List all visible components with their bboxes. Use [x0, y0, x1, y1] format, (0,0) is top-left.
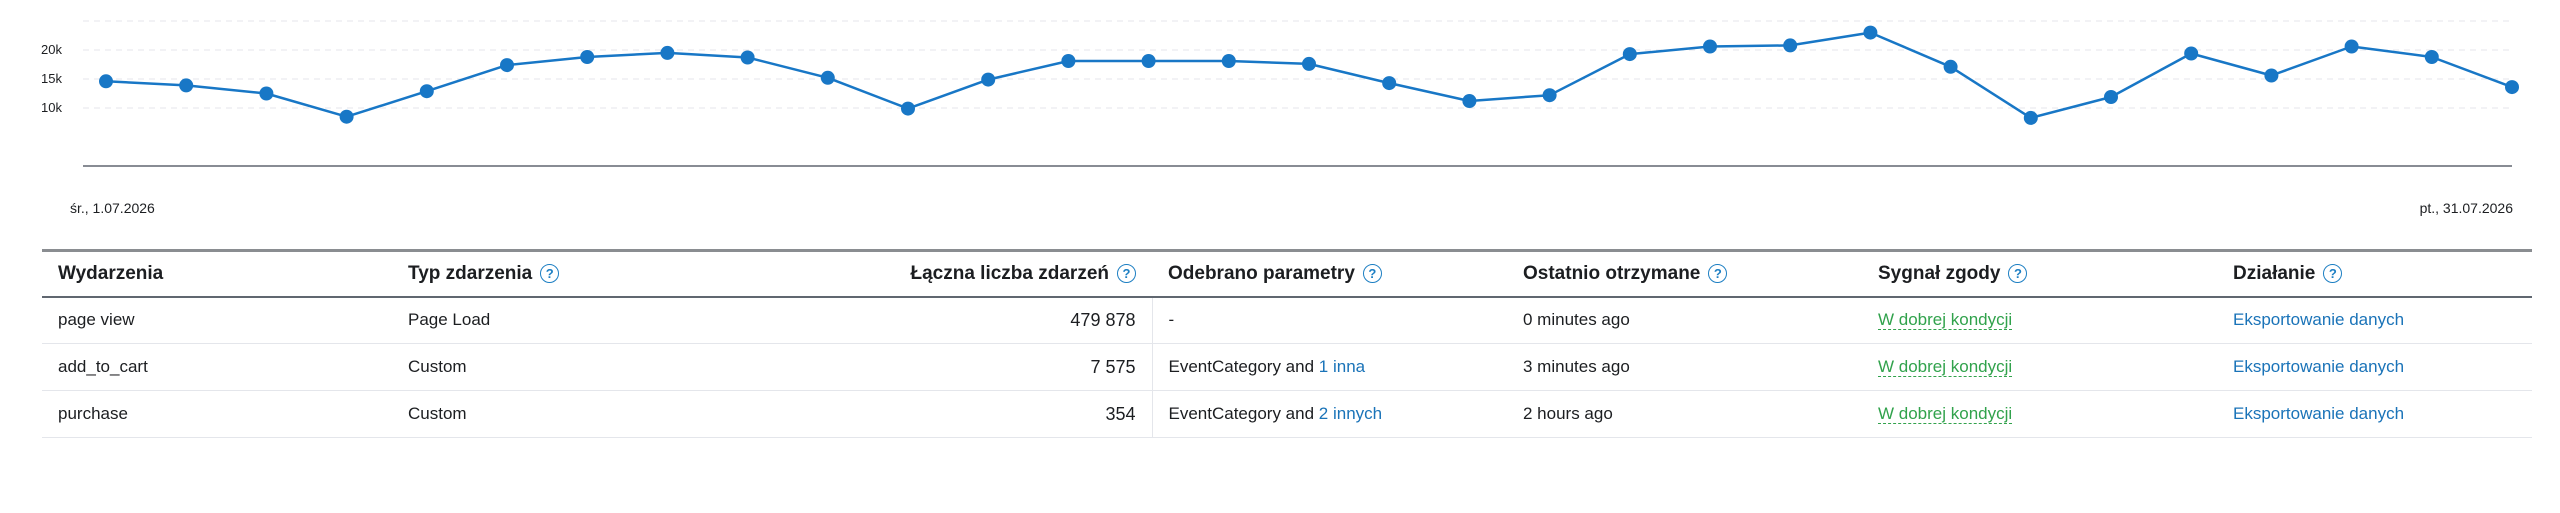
params-more-link[interactable]: 1 inna [1318, 357, 1366, 376]
data-point [2344, 39, 2359, 54]
event-consent-signal: W dobrej kondycji [1862, 297, 2217, 344]
export-data-link[interactable]: Eksportowanie danych [2233, 357, 2405, 376]
data-point [1462, 94, 1477, 108]
event-total: 354 [692, 390, 1153, 438]
data-point [1703, 39, 1717, 54]
events-line-chart: 20k 15k 10k [41, 20, 2519, 167]
event-type: Custom [408, 404, 467, 423]
table-row: add_to_cart Custom 7 575 EventCategory a… [42, 343, 2532, 391]
event-consent-signal: W dobrej kondycji [1862, 391, 2217, 438]
data-point [580, 50, 595, 64]
column-header-last-received[interactable]: Ostatnio otrzymane? [1507, 251, 1862, 297]
event-total: 479 878 [692, 296, 1153, 344]
series-line [105, 31, 2513, 120]
event-action: Eksportowanie danych [2217, 297, 2532, 344]
data-point [2424, 50, 2439, 64]
y-tick-label: 20k [41, 42, 62, 57]
data-point [1141, 54, 1156, 68]
event-name: purchase [58, 404, 128, 423]
params-text: EventCategory and [1168, 357, 1315, 376]
data-point [339, 109, 354, 124]
data-point [1382, 76, 1397, 91]
help-icon[interactable]: ? [1362, 264, 1382, 284]
y-tick-label: 15k [41, 71, 62, 86]
events-chart-panel: 20k 15k 10k śr., 1.07.2026 pt., 31.07.2026 [0, 0, 2560, 243]
table-row: page view Page Load 479 878 - 0 minutes … [42, 296, 2532, 344]
event-type: Page Load [408, 310, 491, 330]
event-name: page view [58, 310, 135, 330]
data-point [1622, 47, 1637, 62]
column-header-consent-signal[interactable]: Sygnał zgody? [1862, 251, 2217, 297]
data-point [259, 86, 274, 101]
event-last-received: 2 hours ago [1523, 404, 1613, 423]
help-icon[interactable]: ? [540, 264, 560, 284]
data-point [2505, 80, 2519, 95]
help-icon[interactable]: ? [1117, 264, 1136, 284]
health-status-link[interactable]: W dobrej kondycji [1878, 357, 2013, 377]
data-point [1061, 54, 1076, 68]
help-icon[interactable]: ? [2323, 264, 2343, 284]
params-text: - [1168, 310, 1175, 330]
export-data-link[interactable]: Eksportowanie danych [2233, 310, 2405, 330]
event-last-received: 3 minutes ago [1523, 357, 1630, 376]
events-table: Wydarzenia Typ zdarzenia? Łączna liczba … [42, 249, 2532, 438]
data-point [2023, 110, 2038, 125]
data-point [500, 58, 514, 73]
params-more-link[interactable]: 2 innych [1318, 404, 1383, 423]
data-point [740, 50, 755, 65]
data-point [1221, 54, 1236, 68]
health-status-link[interactable]: W dobrej kondycji [1878, 310, 2013, 331]
event-params: EventCategory and 2 innych [1152, 391, 1507, 438]
data-point [1302, 56, 1316, 71]
table-row: purchase Custom 354 EventCategory and 2 … [42, 390, 2532, 438]
event-params: - [1152, 297, 1507, 344]
params-text: EventCategory and [1168, 404, 1315, 423]
event-consent-signal: W dobrej kondycji [1862, 344, 2217, 391]
help-icon[interactable]: ? [1708, 264, 1728, 284]
chart-end-date: pt., 31.07.2026 [2419, 200, 2513, 216]
data-point [981, 72, 996, 87]
data-point [901, 101, 915, 116]
data-point [1863, 25, 1878, 40]
data-point [1542, 88, 1557, 103]
event-params: EventCategory and 1 inna [1152, 344, 1507, 391]
event-total: 7 575 [692, 343, 1153, 391]
data-point [820, 70, 835, 85]
data-point [660, 45, 675, 60]
data-point [2264, 68, 2279, 83]
data-point [99, 74, 113, 89]
table-header-row: Wydarzenia Typ zdarzenia? Łączna liczba … [42, 250, 2532, 297]
column-header-total[interactable]: Łączna liczba zdarzeń? [692, 251, 1152, 297]
help-icon[interactable]: ? [2008, 264, 2028, 284]
data-point [2184, 46, 2199, 61]
chart-start-date: śr., 1.07.2026 [70, 200, 155, 216]
events-table-panel: Wydarzenia Typ zdarzenia? Łączna liczba … [0, 243, 2560, 513]
data-point [419, 84, 434, 99]
event-type: Custom [408, 357, 467, 376]
health-status-link[interactable]: W dobrej kondycji [1878, 404, 2013, 424]
data-point [1783, 38, 1798, 53]
column-header-type[interactable]: Typ zdarzenia? [392, 251, 692, 297]
data-point [1943, 59, 1958, 74]
column-header-action[interactable]: Działanie? [2217, 251, 2532, 297]
event-action: Eksportowanie danych [2217, 344, 2532, 391]
event-action: Eksportowanie danych [2217, 391, 2532, 438]
column-header-params[interactable]: Odebrano parametry? [1152, 251, 1507, 297]
data-point [179, 78, 194, 93]
event-last-received: 0 minutes ago [1523, 310, 1630, 330]
event-name: add_to_cart [58, 357, 148, 376]
column-header-events[interactable]: Wydarzenia [58, 262, 164, 284]
export-data-link[interactable]: Eksportowanie danych [2233, 404, 2405, 423]
data-point [2104, 90, 2118, 104]
y-tick-label: 10k [41, 100, 62, 115]
